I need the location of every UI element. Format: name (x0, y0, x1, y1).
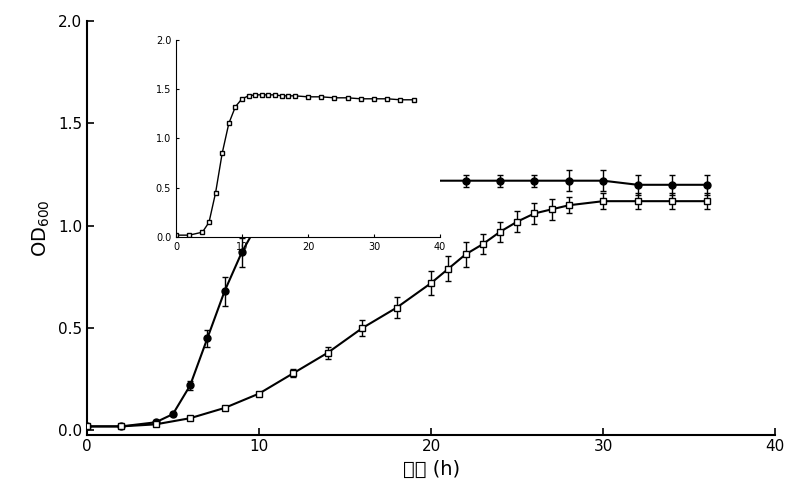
Y-axis label: OD$_{600}$: OD$_{600}$ (31, 199, 52, 256)
X-axis label: 时间 (h): 时间 (h) (402, 460, 460, 479)
